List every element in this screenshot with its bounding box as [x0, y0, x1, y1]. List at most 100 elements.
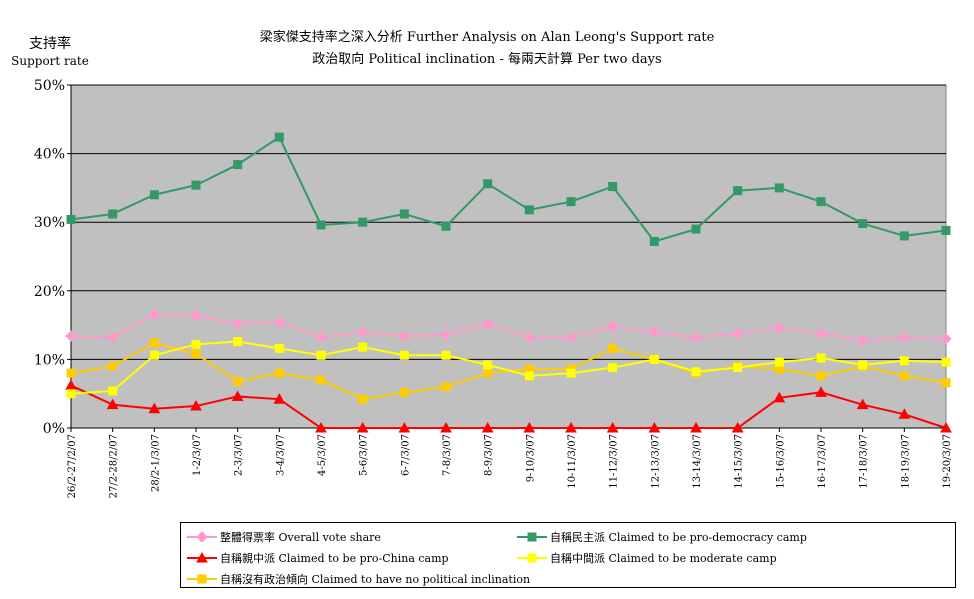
data-point: [899, 371, 909, 381]
data-point: [858, 360, 868, 370]
data-point: [191, 339, 201, 349]
data-point: [315, 331, 327, 344]
legend-marker-icon: [517, 532, 547, 542]
data-point: [649, 236, 659, 246]
data-point: [856, 334, 869, 346]
data-point: [940, 421, 952, 433]
data-point: [565, 421, 577, 433]
legend-label: 自稱親中派 Claimed to be pro-China camp: [220, 552, 449, 565]
data-point: [398, 421, 411, 433]
x-tick-label: 5-6/3/07: [359, 434, 370, 476]
legend-marker: [197, 574, 207, 584]
data-point: [106, 398, 119, 410]
legend-marker: [196, 531, 208, 543]
data-point: [815, 386, 827, 397]
data-point: [816, 353, 826, 363]
series-line: [70, 340, 947, 395]
data-point: [565, 331, 577, 344]
line-chart: 0% 10% 20% 30% 40% 50% 26/2-27/2/07 27/2-28/2/0…: [34, 78, 953, 498]
data-point: [733, 363, 743, 373]
data-point: [899, 231, 909, 241]
data-point: [358, 342, 368, 352]
y-tick-label: 50%: [34, 78, 65, 94]
x-tick-label: 4-5/3/07: [317, 434, 328, 476]
x-tick-label: 11-12/3/07: [609, 434, 620, 489]
data-point: [273, 316, 286, 329]
data-point: [358, 394, 368, 404]
x-tick-label: 10-11/3/07: [567, 434, 578, 489]
x-tick-label: 27/2-28/2/07: [109, 434, 120, 498]
x-tick-label: 18-19/3/07: [900, 434, 911, 489]
y-tick-label: 40%: [34, 147, 65, 163]
legend-label: 自稱中間派 Claimed to be moderate camp: [550, 552, 777, 565]
data-point: [441, 382, 451, 392]
data-point: [231, 318, 244, 330]
data-point: [773, 322, 786, 334]
data-point: [899, 356, 909, 366]
x-tick-label: 12-13/3/07: [650, 434, 661, 489]
data-point: [731, 421, 744, 433]
x-tick-label: 7-8/3/07: [442, 434, 453, 476]
data-point: [149, 338, 159, 348]
data-point: [358, 217, 368, 227]
y-tick-label: 20%: [34, 284, 65, 300]
data-point: [440, 328, 452, 341]
data-point: [66, 389, 76, 399]
data-point: [148, 402, 161, 414]
series-0: [65, 308, 952, 346]
data-point: [356, 326, 369, 338]
data-point: [106, 331, 119, 344]
data-point: [608, 363, 618, 373]
series-3: [66, 337, 951, 399]
data-point: [273, 393, 286, 404]
x-tick-label: 9-10/3/07: [525, 434, 536, 482]
data-point: [65, 330, 77, 342]
data-point: [233, 376, 243, 386]
data-point: [648, 421, 661, 433]
data-point: [483, 360, 493, 370]
data-point: [898, 408, 911, 419]
x-tick-label: 14-15/3/07: [734, 434, 745, 489]
legend-item: 整體得票率 Overall vote share: [187, 529, 381, 545]
x-tick-label: 8-9/3/07: [484, 434, 495, 476]
chart-subtitle: 政治取向 Political inclination - 每兩天計算 Per t…: [312, 52, 662, 67]
data-point: [648, 326, 661, 338]
data-point: [233, 337, 243, 347]
x-tick-label: 26/2-27/2/07: [67, 434, 78, 498]
data-point: [356, 421, 369, 433]
legend-marker: [196, 551, 208, 563]
y-tick-label: 0%: [43, 421, 65, 437]
data-point: [399, 387, 409, 397]
data-point: [441, 350, 451, 360]
data-point: [399, 209, 409, 219]
data-point: [481, 421, 494, 433]
data-point: [731, 327, 744, 340]
data-point: [316, 375, 326, 385]
data-point: [524, 205, 534, 215]
data-point: [108, 361, 118, 371]
series-line: [70, 135, 947, 243]
data-point: [816, 197, 826, 207]
data-point: [190, 309, 202, 322]
data-point: [815, 327, 827, 340]
data-point: [608, 343, 618, 353]
chart-legend: 整體得票率 Overall vote share 自稱民主派 Claimed to…: [180, 522, 956, 588]
data-point: [66, 214, 76, 224]
data-point: [606, 320, 619, 333]
x-tick-label: 16-17/3/07: [817, 434, 828, 489]
y-tick-label: 10%: [34, 352, 65, 368]
data-point: [274, 368, 284, 378]
data-point: [523, 421, 536, 433]
legend-label: 整體得票率 Overall vote share: [220, 531, 381, 544]
legend-item: 自稱民主派 Claimed to be pro-democracy camp: [517, 529, 807, 545]
data-point: [773, 391, 786, 403]
legend-label: 自稱民主派 Claimed to be pro-democracy camp: [550, 531, 807, 544]
x-tick-label: 3-4/3/07: [275, 434, 286, 476]
legend-marker-icon: [187, 574, 217, 584]
data-point: [316, 220, 326, 230]
data-point: [941, 357, 951, 367]
data-point: [691, 367, 701, 377]
data-point: [898, 331, 911, 344]
data-point: [190, 400, 202, 411]
series-line: [70, 313, 947, 342]
